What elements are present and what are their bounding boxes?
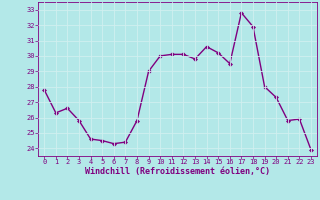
X-axis label: Windchill (Refroidissement éolien,°C): Windchill (Refroidissement éolien,°C) [85,167,270,176]
